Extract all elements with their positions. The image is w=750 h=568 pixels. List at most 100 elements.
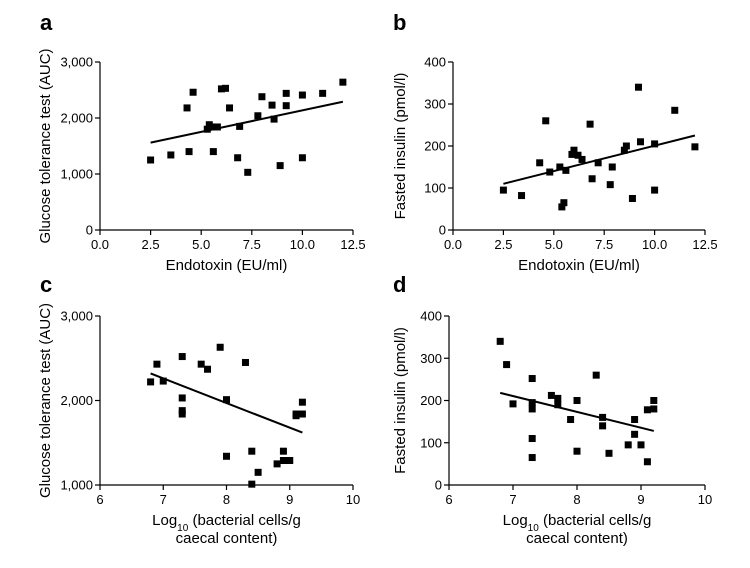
data-point xyxy=(643,458,651,466)
x-tick-label: 2.5 xyxy=(142,237,160,252)
y-tick-label: 2,000 xyxy=(60,111,93,126)
y-tick-label: 400 xyxy=(420,309,442,324)
y-tick-label: 0 xyxy=(435,478,442,493)
data-point xyxy=(298,398,306,406)
data-point xyxy=(671,106,679,114)
data-point xyxy=(528,435,536,443)
x-axis-label-line2: caecal content) xyxy=(526,530,628,547)
y-tick-label: 1,000 xyxy=(60,478,93,493)
data-point xyxy=(282,89,290,97)
data-point xyxy=(560,199,568,207)
data-point xyxy=(554,394,562,402)
data-point xyxy=(204,365,212,373)
data-point xyxy=(286,456,294,464)
data-point xyxy=(217,85,225,93)
data-point xyxy=(178,353,186,361)
y-tick-label: 300 xyxy=(424,97,446,112)
x-axis-label: Log10 (bacterial cells/g xyxy=(152,512,301,534)
y-tick-label: 3,000 xyxy=(60,55,93,70)
data-point xyxy=(503,361,511,369)
data-point xyxy=(203,125,211,133)
data-point xyxy=(159,377,167,385)
data-point xyxy=(574,151,582,159)
x-tick-label: 5.0 xyxy=(545,237,563,252)
data-point xyxy=(643,406,651,414)
y-axis-label: Fasted insulin (pmol/l) xyxy=(392,73,409,220)
data-point xyxy=(189,88,197,96)
data-point xyxy=(270,115,278,123)
y-tick-label: 0 xyxy=(86,223,93,238)
y-tick-label: 100 xyxy=(420,435,442,450)
y-tick-label: 400 xyxy=(424,55,446,70)
data-point xyxy=(279,447,287,455)
data-point xyxy=(599,413,607,421)
x-tick-label: 9 xyxy=(637,492,644,507)
data-point xyxy=(499,186,507,194)
panel-letter: b xyxy=(393,10,406,35)
data-point xyxy=(558,203,566,211)
data-point xyxy=(223,396,230,404)
data-point xyxy=(298,91,306,99)
y-tick-label: 100 xyxy=(424,181,446,196)
data-point xyxy=(298,410,306,418)
data-point xyxy=(185,148,193,156)
data-point xyxy=(608,163,616,171)
x-tick-label: 7 xyxy=(160,492,167,507)
data-point xyxy=(547,391,555,399)
data-point xyxy=(631,416,639,424)
x-tick-label: 10.0 xyxy=(642,237,667,252)
data-point xyxy=(528,399,536,407)
data-point xyxy=(599,422,607,430)
data-point xyxy=(319,89,327,97)
x-tick-label: 7.5 xyxy=(243,237,261,252)
data-point xyxy=(279,456,287,464)
data-point xyxy=(528,375,536,383)
data-point xyxy=(292,410,300,418)
regression-line xyxy=(499,391,655,432)
data-point xyxy=(339,78,347,86)
y-axis-label: Fasted insulin (pmol/l) xyxy=(392,327,409,474)
data-point xyxy=(209,148,217,156)
data-point xyxy=(528,405,536,413)
data-point xyxy=(248,447,256,455)
panel-b: b 0.0 2.5 5.0 7.5 10.0 12.5 0 100 200 300 400 Endoto… xyxy=(392,10,718,274)
x-tick-label: 7 xyxy=(509,492,516,507)
panel-letter: c xyxy=(40,272,52,297)
panel-a: a 0.0 2.5 5.0 7.5 10.0 12.5 0 1,000 2,000 3,000 End… xyxy=(37,10,366,274)
data-point xyxy=(573,447,581,455)
data-point xyxy=(592,371,600,379)
data-point xyxy=(254,112,262,120)
x-tick-label: 7.5 xyxy=(595,237,613,252)
data-point xyxy=(586,120,594,128)
x-axis-label: Endotoxin (EU/ml) xyxy=(518,257,640,274)
data-point xyxy=(282,102,290,110)
data-point xyxy=(241,358,249,366)
data-point xyxy=(606,181,614,189)
data-point xyxy=(650,397,658,404)
x-tick-label: 10.0 xyxy=(290,237,315,252)
x-tick-label: 0.0 xyxy=(444,237,462,252)
data-point xyxy=(570,146,578,154)
data-point xyxy=(298,154,306,162)
x-tick-label: 12.5 xyxy=(340,237,365,252)
x-axis-label: Endotoxin (EU/ml) xyxy=(166,257,288,274)
panel-letter: a xyxy=(40,10,53,35)
y-tick-label: 300 xyxy=(420,351,442,366)
data-point xyxy=(178,410,186,418)
data-point xyxy=(588,175,596,183)
data-point xyxy=(562,166,570,174)
data-point xyxy=(273,460,281,468)
data-point xyxy=(197,360,205,368)
y-tick-label: 3,000 xyxy=(60,309,93,324)
x-tick-label: 8 xyxy=(573,492,580,507)
data-point xyxy=(651,186,659,194)
data-point xyxy=(568,150,576,158)
data-point xyxy=(546,168,554,176)
data-point xyxy=(542,117,550,125)
data-point xyxy=(528,454,536,462)
data-point xyxy=(518,192,526,200)
x-tick-label: 10 xyxy=(698,492,712,507)
panel-letter: d xyxy=(393,272,406,297)
